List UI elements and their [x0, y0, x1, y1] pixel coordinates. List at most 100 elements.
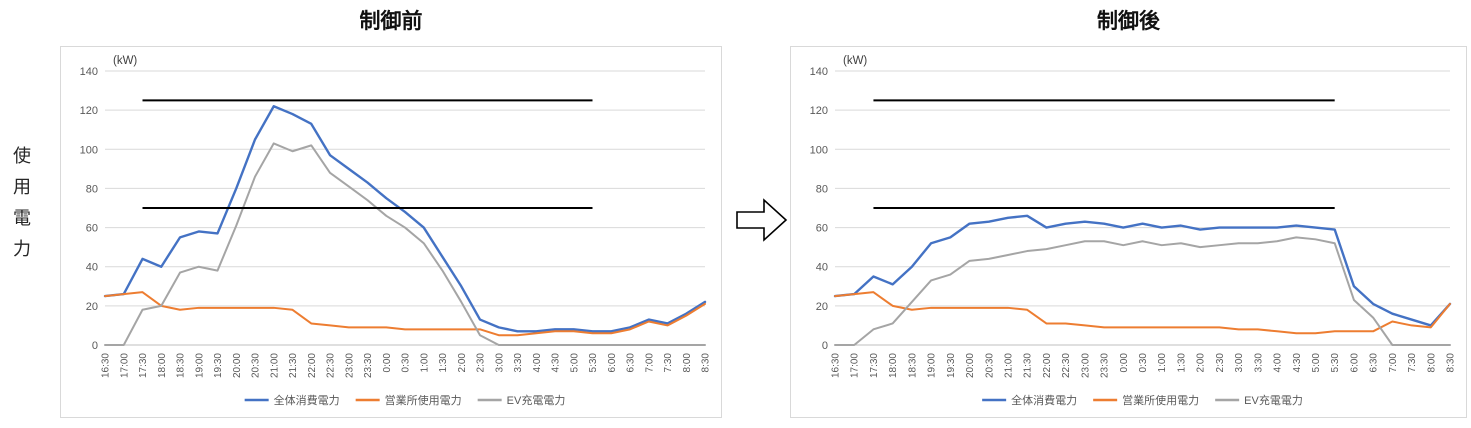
legend-item: EV充電電力	[477, 393, 566, 407]
x-tick-label: 23:30	[363, 353, 374, 378]
legend-label: 全体消費電力	[274, 393, 340, 407]
arrow-right-shape	[736, 198, 788, 242]
y-tick-label: 140	[80, 66, 98, 78]
x-tick-label: 21:30	[288, 353, 299, 378]
x-tick-label: 7:00	[644, 353, 655, 373]
x-tick-label: 17:00	[119, 353, 130, 378]
x-tick-label: 18:30	[907, 353, 918, 378]
y-tick-label: 20	[816, 301, 828, 313]
chart-box-after: 0 20 40 60 80 100 120 140 (kW) 16:30 17:00 17:30 18:…	[790, 46, 1467, 418]
chart-panel-after: 制御後 0 20 40 60 80 100 120 140 (kW) 16:30 17:00 17:3…	[790, 4, 1467, 418]
series-line	[104, 291, 706, 337]
legend-item: 営業所使用電力	[355, 393, 462, 407]
y-axis-title: 使用電力	[11, 146, 31, 270]
y-tick-label: 60	[816, 223, 828, 235]
y-tick-label: 80	[86, 183, 98, 195]
legend-item: 営業所使用電力	[1093, 393, 1199, 407]
y-tick-label: 40	[816, 262, 828, 274]
y-tick-label: 60	[86, 223, 98, 235]
y-tick-label: 100	[810, 144, 828, 156]
x-tick-label: 6:30	[626, 353, 637, 373]
x-tick-label: 17:30	[138, 353, 149, 378]
x-tick-label: 19:30	[213, 353, 224, 378]
x-tick-label: 23:00	[344, 353, 355, 378]
x-tick-label: 20:00	[965, 353, 976, 378]
x-tick-label: 23:30	[1100, 353, 1111, 378]
chart-box-before: 0 20 40 60 80 100 120 140 (kW) 16:30 17:00 17:30 18:…	[60, 46, 722, 418]
x-tick-label: 18:30	[176, 353, 187, 378]
x-tick-label: 20:30	[984, 353, 995, 378]
x-tick-label: 21:30	[1023, 353, 1034, 378]
x-tick-label: 1:00	[1157, 353, 1168, 373]
y-tick-label: 80	[816, 183, 828, 195]
series-line	[833, 214, 1452, 327]
x-tick-label: 0:00	[382, 353, 393, 373]
legend-item: EV充電電力	[1215, 393, 1303, 407]
chart-title-after: 制御後	[1097, 10, 1160, 33]
x-tick-label: 4:00	[532, 353, 543, 373]
legend-label: EV充電電力	[507, 393, 566, 407]
y-tick-label: 140	[810, 66, 828, 78]
x-tick-label: 0:00	[1119, 353, 1130, 373]
x-tick-label: 16:30	[831, 353, 842, 378]
x-tick-label: 22:00	[307, 353, 318, 378]
x-tick-label: 7:00	[1388, 353, 1399, 373]
x-tick-label: 5:30	[588, 353, 599, 373]
x-tick-label: 0:30	[401, 353, 412, 373]
x-tick-label: 3:00	[1234, 353, 1245, 373]
x-tick-label: 6:00	[1349, 353, 1360, 373]
x-tick-label: 5:00	[569, 353, 580, 373]
x-tick-label: 6:30	[1369, 353, 1380, 373]
x-tick-label: 2:30	[476, 353, 487, 373]
legend-item: 全体消費電力	[244, 393, 340, 407]
y-tick-label: 0	[92, 340, 98, 352]
series-line	[103, 105, 707, 333]
y-tick-label: 20	[86, 301, 98, 313]
x-tick-label: 2:30	[1215, 353, 1226, 373]
x-tick-label: 21:00	[1003, 353, 1014, 378]
x-tick-label: 23:00	[1080, 353, 1091, 378]
y-tick-label: 100	[80, 144, 98, 156]
x-tick-label: 1:30	[438, 353, 449, 373]
x-tick-label: 2:00	[1196, 353, 1207, 373]
y-tick-label: 120	[80, 105, 98, 117]
series-line	[104, 142, 706, 346]
x-tick-label: 19:00	[194, 353, 205, 378]
legend-label: 営業所使用電力	[1122, 393, 1199, 407]
legend-label: 営業所使用電力	[385, 393, 462, 407]
x-tick-label: 19:00	[927, 353, 938, 378]
x-tick-label: 4:00	[1273, 353, 1284, 373]
y-tick-label: 120	[810, 105, 828, 117]
x-tick-label: 16:30	[101, 353, 112, 378]
arrow-right-icon	[736, 197, 788, 248]
x-tick-label: 20:30	[251, 353, 262, 378]
x-tick-label: 3:00	[494, 353, 505, 373]
legend-label: EV充電電力	[1244, 393, 1303, 407]
x-tick-label: 17:30	[869, 353, 880, 378]
x-tick-label: 7:30	[663, 353, 674, 373]
y-tick-label: 40	[86, 262, 98, 274]
legend-item: 全体消費電力	[982, 393, 1077, 407]
chart-after-plot: 0 20 40 60 80 100 120 140 (kW) 16:30 17:00 17:30 18:…	[810, 55, 1457, 407]
x-tick-label: 3:30	[1253, 353, 1264, 373]
chart-panel-before: 制御前 0 20 40 60 80 100 120 140 (kW) 16:30 17:00 17:3…	[60, 4, 722, 418]
x-tick-label: 8:30	[1446, 353, 1457, 373]
x-tick-label: 5:30	[1330, 353, 1341, 373]
y-axis-unit-label: (kW)	[113, 55, 137, 67]
y-axis-unit-label: (kW)	[843, 55, 867, 67]
x-tick-label: 17:00	[850, 353, 861, 378]
series-line	[834, 236, 1451, 346]
x-tick-label: 8:30	[701, 353, 712, 373]
y-tick-label: 0	[822, 340, 828, 352]
legend: 全体消費電力 営業所使用電力 EV充電電力	[244, 393, 566, 407]
x-tick-label: 3:30	[513, 353, 524, 373]
legend: 全体消費電力 営業所使用電力 EV充電電力	[982, 393, 1303, 407]
x-tick-label: 18:00	[157, 353, 168, 378]
x-tick-label: 22:30	[326, 353, 337, 378]
x-tick-label: 6:00	[607, 353, 618, 373]
x-tick-label: 7:30	[1407, 353, 1418, 373]
x-tick-label: 8:00	[682, 353, 693, 373]
x-tick-label: 0:30	[1138, 353, 1149, 373]
chart-before-plot: 0 20 40 60 80 100 120 140 (kW) 16:30 17:00 17:30 18:…	[80, 55, 712, 407]
